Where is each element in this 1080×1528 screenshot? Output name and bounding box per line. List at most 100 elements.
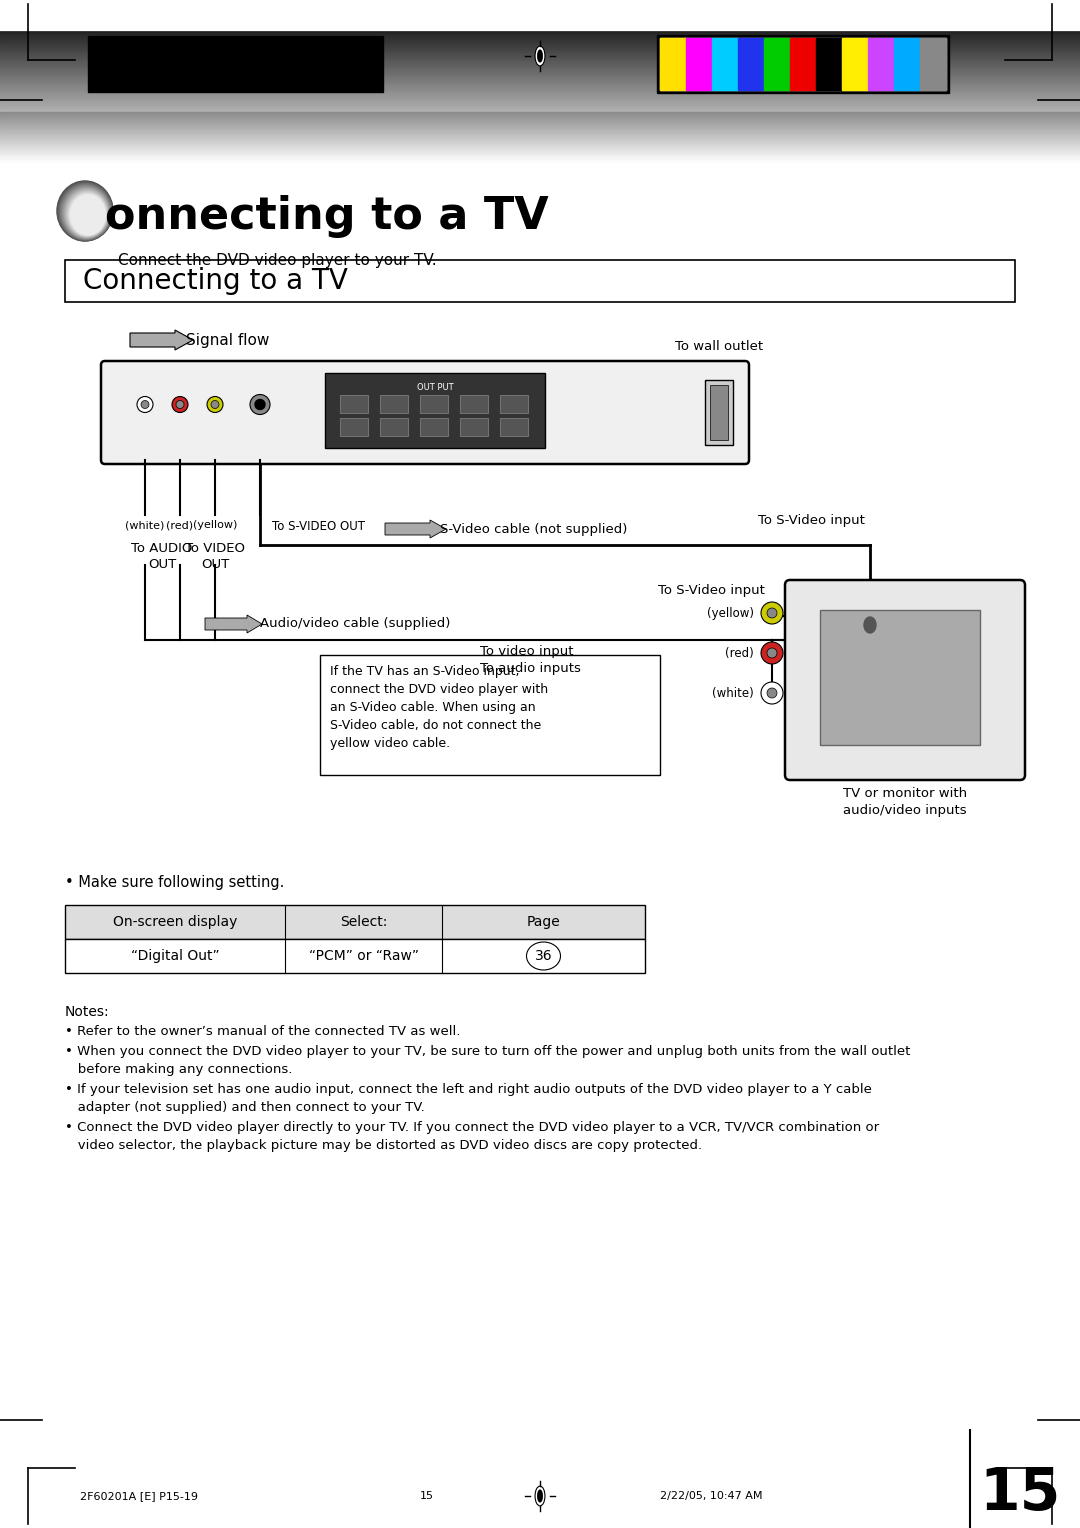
Bar bbox=[0, 127, 1080, 130]
Bar bbox=[0, 157, 1080, 159]
Ellipse shape bbox=[767, 688, 777, 698]
Bar bbox=[0, 118, 1080, 119]
Bar bbox=[380, 419, 408, 435]
Bar bbox=[0, 93, 1080, 95]
Ellipse shape bbox=[63, 186, 110, 238]
Text: (red): (red) bbox=[726, 646, 754, 660]
Bar bbox=[0, 144, 1080, 145]
Bar bbox=[0, 89, 1080, 90]
Ellipse shape bbox=[859, 611, 881, 639]
Text: To VIDEO
OUT: To VIDEO OUT bbox=[185, 542, 245, 571]
Text: To audio inputs: To audio inputs bbox=[480, 662, 581, 675]
Bar bbox=[0, 64, 1080, 66]
Bar bbox=[0, 72, 1080, 73]
Bar bbox=[0, 142, 1080, 144]
Bar bbox=[0, 124, 1080, 125]
Bar bbox=[0, 87, 1080, 89]
Bar bbox=[0, 110, 1080, 113]
Ellipse shape bbox=[535, 46, 545, 66]
Bar bbox=[868, 38, 894, 90]
Bar bbox=[0, 148, 1080, 151]
Ellipse shape bbox=[67, 191, 107, 237]
Bar bbox=[0, 162, 1080, 1528]
Bar bbox=[710, 385, 728, 440]
Bar bbox=[0, 73, 1080, 76]
Ellipse shape bbox=[141, 400, 149, 408]
Ellipse shape bbox=[68, 193, 107, 235]
Ellipse shape bbox=[864, 617, 876, 633]
Ellipse shape bbox=[62, 185, 110, 238]
Text: Page: Page bbox=[527, 915, 561, 929]
Text: • Make sure following setting.: • Make sure following setting. bbox=[65, 876, 284, 889]
Ellipse shape bbox=[176, 400, 184, 408]
Text: Select:: Select: bbox=[340, 915, 388, 929]
Bar bbox=[0, 119, 1080, 121]
Bar bbox=[0, 160, 1080, 162]
FancyArrow shape bbox=[130, 330, 193, 350]
Text: Connecting to a TV: Connecting to a TV bbox=[83, 267, 348, 295]
Ellipse shape bbox=[68, 193, 107, 235]
Text: • Refer to the owner’s manual of the connected TV as well.: • Refer to the owner’s manual of the con… bbox=[65, 1025, 460, 1038]
Bar bbox=[820, 610, 980, 746]
Bar bbox=[0, 139, 1080, 141]
Text: To video input: To video input bbox=[480, 645, 573, 659]
Ellipse shape bbox=[59, 183, 111, 240]
Text: (yellow): (yellow) bbox=[193, 520, 238, 530]
Bar bbox=[0, 83, 1080, 86]
Bar bbox=[660, 38, 686, 90]
Text: 15: 15 bbox=[420, 1491, 434, 1500]
Bar bbox=[920, 38, 946, 90]
Bar bbox=[0, 92, 1080, 93]
Bar bbox=[0, 115, 1080, 118]
Text: 36: 36 bbox=[535, 949, 552, 963]
Bar bbox=[0, 101, 1080, 102]
Bar bbox=[65, 905, 645, 940]
Text: “PCM” or “Raw”: “PCM” or “Raw” bbox=[309, 949, 419, 963]
Text: video selector, the playback picture may be distorted as DVD video discs are cop: video selector, the playback picture may… bbox=[65, 1138, 702, 1152]
FancyBboxPatch shape bbox=[785, 581, 1025, 779]
Bar bbox=[0, 57, 1080, 58]
Bar bbox=[0, 128, 1080, 131]
Bar bbox=[0, 70, 1080, 72]
Ellipse shape bbox=[60, 185, 111, 240]
Ellipse shape bbox=[58, 182, 112, 240]
Bar bbox=[686, 38, 712, 90]
Text: To S-VIDEO OUT: To S-VIDEO OUT bbox=[272, 520, 365, 533]
Text: (yellow): (yellow) bbox=[707, 607, 754, 619]
Text: OUT PUT: OUT PUT bbox=[417, 384, 454, 393]
Bar bbox=[87, 37, 383, 92]
Bar bbox=[0, 136, 1080, 138]
Ellipse shape bbox=[761, 642, 783, 665]
Bar bbox=[0, 35, 1080, 37]
Bar bbox=[0, 43, 1080, 46]
Ellipse shape bbox=[66, 191, 108, 237]
Bar bbox=[0, 108, 1080, 112]
Bar bbox=[325, 373, 545, 448]
Bar bbox=[0, 95, 1080, 96]
Ellipse shape bbox=[63, 186, 110, 238]
Bar bbox=[0, 40, 1080, 43]
Ellipse shape bbox=[538, 50, 542, 61]
Bar bbox=[0, 156, 1080, 157]
Bar bbox=[789, 38, 816, 90]
Ellipse shape bbox=[137, 396, 153, 413]
Bar bbox=[0, 125, 1080, 127]
Bar bbox=[0, 58, 1080, 60]
Bar bbox=[0, 131, 1080, 134]
Bar bbox=[460, 396, 488, 413]
Bar bbox=[0, 130, 1080, 133]
Bar bbox=[340, 396, 368, 413]
Text: S-Video cable (not supplied): S-Video cable (not supplied) bbox=[440, 523, 627, 535]
Text: 2/22/05, 10:47 AM: 2/22/05, 10:47 AM bbox=[660, 1491, 762, 1500]
Text: If the TV has an S-Video input,
connect the DVD video player with
an S-Video cab: If the TV has an S-Video input, connect … bbox=[330, 665, 549, 750]
Bar bbox=[0, 79, 1080, 83]
Ellipse shape bbox=[67, 191, 107, 237]
Bar bbox=[0, 159, 1080, 160]
Ellipse shape bbox=[535, 1487, 545, 1507]
Bar bbox=[0, 41, 1080, 44]
Bar bbox=[0, 67, 1080, 69]
Bar bbox=[0, 154, 1080, 156]
Bar bbox=[660, 38, 946, 90]
Text: (white): (white) bbox=[712, 686, 754, 700]
Bar bbox=[0, 78, 1080, 81]
